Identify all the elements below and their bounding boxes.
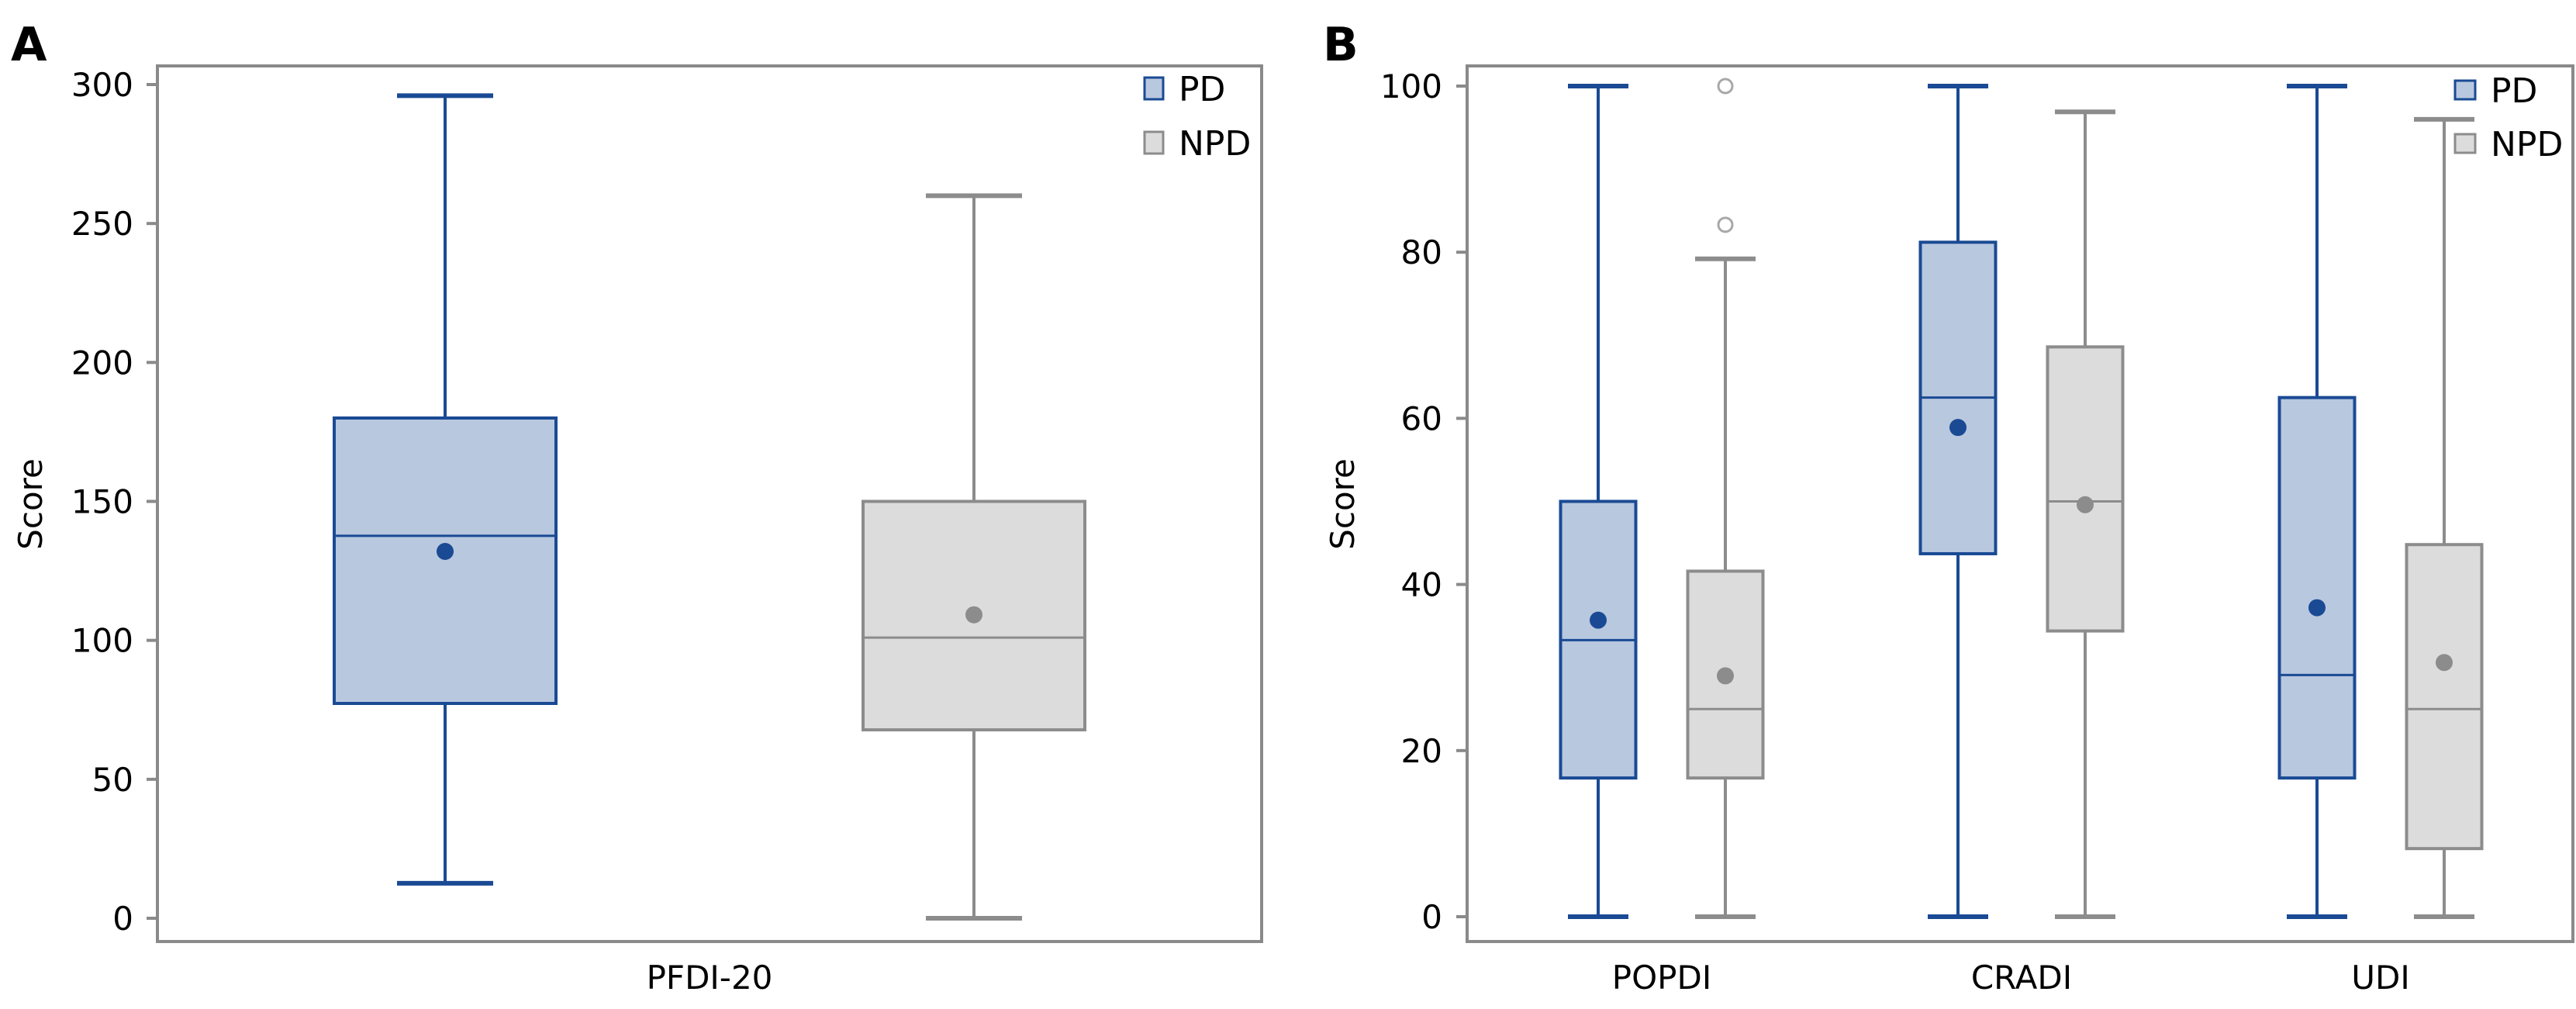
iqr-box xyxy=(2046,345,2125,633)
y-tick-label: 100 xyxy=(71,622,133,660)
plot-frame-a xyxy=(156,64,1263,943)
box-npd-udi xyxy=(2405,116,2484,919)
y-tick-label: 100 xyxy=(1380,67,1442,105)
mean-marker xyxy=(1949,419,1967,437)
y-tick-label: 200 xyxy=(71,344,133,382)
x-tick-label: POPDI xyxy=(1612,959,1711,997)
iqr-box xyxy=(1686,569,1765,780)
y-tick-label: 20 xyxy=(1401,732,1442,770)
y-tick-label: 0 xyxy=(112,900,133,938)
panel-label-b: B xyxy=(1323,18,1359,72)
box-npd-pfdi-20 xyxy=(862,193,1086,921)
x-tick-label: PFDI-20 xyxy=(647,959,773,997)
iqr-box xyxy=(2405,543,2484,851)
iqr-box xyxy=(333,416,558,706)
y-tick-label: 150 xyxy=(71,483,133,521)
iqr-box xyxy=(2277,396,2357,780)
legend-swatch-npd xyxy=(1143,130,1165,155)
legend-label-pd: PD xyxy=(1179,70,1225,109)
mean-marker xyxy=(2436,654,2453,672)
plot-frame-b xyxy=(1466,64,2574,943)
y-tick-label: 300 xyxy=(71,66,133,104)
y-tick-label: 0 xyxy=(1421,898,1442,936)
y-tick-label: 60 xyxy=(1401,399,1442,437)
mean-marker xyxy=(1590,611,1607,629)
x-tick-label: UDI xyxy=(2351,959,2409,997)
panel-a: A Score 0 50 100 150 200 250 300 PFDI-20 PD NP… xyxy=(11,18,1263,997)
y-axis-a: 0 50 100 150 200 250 300 xyxy=(71,66,157,938)
panel-label-a: A xyxy=(11,18,47,72)
box-pd-popdi xyxy=(1559,84,1638,919)
outlier-point xyxy=(1717,216,1734,233)
y-tick-label: 80 xyxy=(1401,233,1442,271)
box-pd-pfdi-20 xyxy=(333,93,558,886)
panel-b: B Score 0 20 40 60 80 100 POPDI CRADI UDI PD NP… xyxy=(1323,18,2574,997)
y-tick-label: 40 xyxy=(1401,566,1442,604)
x-tick-label: CRADI xyxy=(1971,959,2072,997)
mean-marker xyxy=(965,606,982,624)
y-axis-title-a: Score xyxy=(12,458,50,550)
box-pd-cradi xyxy=(1918,84,1998,919)
legend-label-pd: PD xyxy=(2491,71,2537,111)
box-npd-popdi xyxy=(1686,78,1765,919)
box-pd-udi xyxy=(2277,84,2357,919)
legend-label-npd: NPD xyxy=(1179,124,1251,164)
x-axis-b: POPDI CRADI UDI xyxy=(1612,959,2410,997)
boxes-a xyxy=(333,93,1086,921)
y-tick-label: 50 xyxy=(92,761,133,799)
mean-marker xyxy=(437,543,454,560)
legend-a: PD NPD xyxy=(1143,70,1251,164)
box-npd-cradi xyxy=(2046,109,2125,919)
legend-swatch-pd xyxy=(2453,79,2477,101)
mean-marker xyxy=(2308,599,2326,617)
boxes-b xyxy=(1559,78,2484,919)
legend-swatch-npd xyxy=(2453,133,2477,154)
legend-label-npd: NPD xyxy=(2491,125,2563,164)
y-tick-label: 250 xyxy=(71,205,133,243)
mean-marker xyxy=(2077,496,2094,513)
y-axis-title-b: Score xyxy=(1324,458,1362,550)
mean-marker xyxy=(1717,667,1734,685)
legend-swatch-pd xyxy=(1143,76,1165,101)
y-axis-b: 0 20 40 60 80 100 xyxy=(1380,67,1467,936)
x-axis-a: PFDI-20 xyxy=(647,959,773,997)
outlier-point xyxy=(1717,78,1734,95)
legend-b: PD NPD xyxy=(2453,71,2563,164)
